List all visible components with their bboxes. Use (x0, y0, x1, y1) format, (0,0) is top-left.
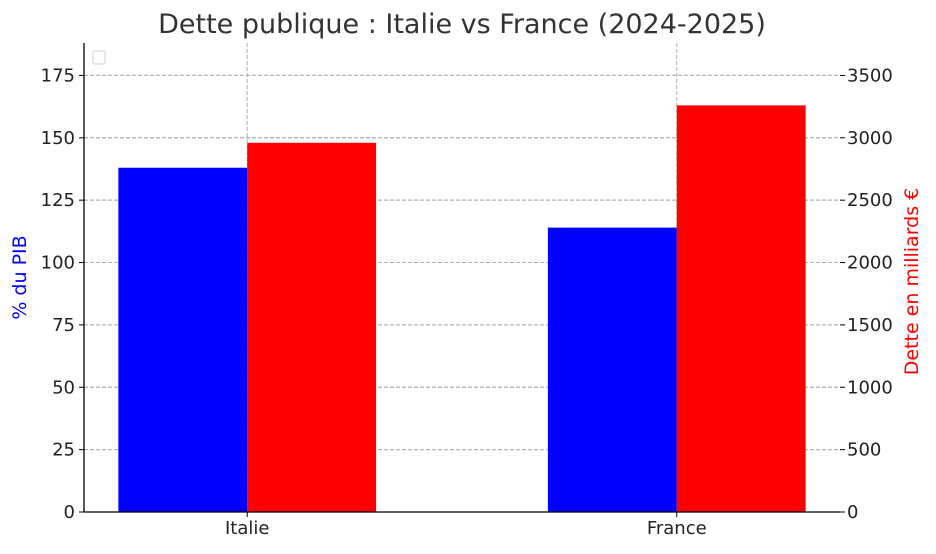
bar-italie-milliards (247, 142, 377, 512)
y-tick-label-left: 50 (52, 377, 75, 398)
y-tick-label-left: 100 (41, 253, 75, 274)
x-tick-label-italie: Italie (225, 518, 269, 539)
y-axis-label-right: Dette en milliards € (901, 188, 923, 376)
y-tick-label-left: 175 (41, 65, 75, 86)
y-tick-label-right: 500 (847, 440, 881, 461)
chart-title: Dette publique : Italie vs France (2024-… (158, 9, 766, 40)
y-tick-label-right: 2500 (847, 190, 893, 211)
y-tick-label-left: 75 (52, 315, 75, 336)
x-tick-label-france: France (647, 518, 707, 539)
y-tick-label-right: 3000 (847, 128, 893, 149)
y-tick-label-right: 3500 (847, 65, 893, 86)
bar-france-pct-pib (547, 227, 677, 512)
bar-italie-pct-pib (118, 167, 248, 512)
y-tick-label-left: 150 (41, 128, 75, 149)
y-tick-label-right: 1000 (847, 377, 893, 398)
y-tick-label-right: 2000 (847, 253, 893, 274)
legend-box (92, 50, 106, 65)
bar-france-milliards (676, 105, 806, 513)
axes: 0 25 50 75 100 125 150 175 0 500 1000 1500 2000 2500 3… (41, 43, 893, 539)
y-tick-label-left: 125 (41, 190, 75, 211)
y-tick-label-left: 0 (64, 502, 75, 523)
y-axis-label-left: % du PIB (9, 235, 31, 319)
y-tick-label-left: 25 (52, 440, 75, 461)
y-tick-label-right: 1500 (847, 315, 893, 336)
bars (118, 105, 806, 513)
y-tick-label-right: 0 (847, 502, 858, 523)
